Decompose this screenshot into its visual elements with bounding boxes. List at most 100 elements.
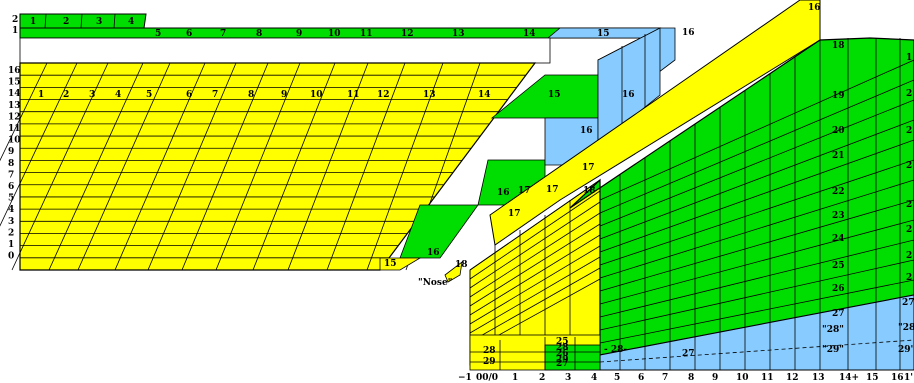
right-edge-label: 2 — [906, 251, 912, 261]
mid-label: 18 — [583, 186, 596, 196]
right-edge-label: 29' — [898, 345, 913, 355]
top-strip-a-label: 2 — [63, 17, 69, 27]
right-edge-label: 2 — [906, 273, 912, 283]
right-green-label: 22 — [832, 187, 845, 197]
col-line — [11, 62, 109, 271]
right-edge-label: 2 — [906, 126, 912, 136]
x-axis-label: 6 — [638, 373, 644, 383]
top-strip-a-label: 1 — [30, 17, 36, 27]
green-row — [599, 219, 914, 305]
bottom-block-label: 29 — [556, 355, 569, 365]
right-green-label: 23 — [832, 211, 845, 221]
right-green-label: 25 — [832, 261, 845, 271]
col-line — [77, 62, 171, 271]
bottom-block-label: 28 — [483, 346, 496, 356]
top-strip-a-labels: 1 2 3 4 — [30, 17, 134, 27]
row-label: 7 — [8, 170, 14, 180]
blue-dash — [599, 339, 914, 363]
top-strip-b-label: 10 — [328, 29, 341, 39]
wedge-line — [469, 223, 601, 307]
white-band — [19, 37, 551, 64]
row14-label: 9 — [281, 90, 287, 100]
top-strip-a-label: 4 — [128, 17, 134, 27]
right-green-label: 20 — [832, 126, 845, 136]
bottom-block-label: 27 — [556, 359, 569, 369]
left-yellow-block — [19, 62, 537, 271]
top-strip-b-label: 12 — [401, 29, 414, 39]
row14-label: 4 — [115, 90, 121, 100]
top-strip-b-label: 7 — [220, 29, 226, 39]
top-row-label: 2 — [12, 15, 18, 25]
nose-label: "Nose" — [418, 278, 452, 288]
row14-label: 8 — [248, 90, 254, 100]
mid-label: 16 — [580, 126, 593, 136]
row14-label: 2 — [63, 90, 69, 100]
wedge-line — [469, 212, 601, 298]
green-row — [599, 99, 914, 227]
col-line — [287, 62, 369, 271]
col-line — [252, 62, 336, 271]
right-green-labels: 18 19 20 21 22 23 24 25 26 27 "28" "29" — [822, 41, 845, 355]
right-green-label: 27 — [832, 309, 845, 319]
x-axis-label: 12 — [786, 373, 799, 383]
bottom-block-label: 28 — [556, 343, 569, 353]
bottom-block-label: 25 — [556, 337, 569, 347]
row14-label: 6 — [186, 90, 192, 100]
row-label: 2 — [8, 228, 14, 238]
row14-label: 10 — [310, 90, 323, 100]
wedge-line — [469, 245, 601, 325]
mid-label: 17 — [518, 186, 531, 196]
row-label: 5 — [8, 194, 14, 204]
row-14-labels: 1 2 3 4 5 6 7 8 9 10 11 12 13 14 15 16 — [38, 90, 635, 100]
x-axis-label: 7 — [662, 373, 668, 383]
right-edge-label: 2 — [906, 161, 912, 171]
right-edge-label: 27 — [902, 298, 914, 308]
row-label: 1 — [8, 240, 14, 250]
x-axis-label: 4 — [591, 373, 597, 383]
mid-label: 17 — [508, 209, 521, 219]
right-edge-label: 2 — [906, 225, 912, 235]
x-axis-label: 3 — [565, 373, 571, 383]
x-axis-label: 8 — [688, 373, 694, 383]
green-row — [599, 59, 914, 201]
right-green-label: 24 — [832, 234, 845, 244]
wedge-line — [469, 179, 601, 271]
mid-label: 17 — [582, 163, 595, 173]
top-strip-a-label: 3 — [96, 17, 102, 27]
green-row — [599, 239, 914, 318]
x-axis-label: 16 — [891, 373, 904, 383]
row14-label: 11 — [347, 90, 360, 100]
green-row — [599, 139, 914, 253]
green-row — [599, 259, 914, 331]
top-strip-b-labels: 5 6 7 8 9 10 11 12 13 14 15 16 — [155, 28, 695, 39]
top-strip-b-label: 11 — [360, 29, 373, 39]
x-axis-label: 15 — [866, 373, 879, 383]
lower-yellow-wedge — [444, 179, 601, 366]
right-green-label: 21 — [832, 151, 845, 161]
right-green-label: "28" — [822, 325, 844, 335]
bottom-small-blocks — [469, 334, 601, 371]
bottom-block-label: - 28- — [604, 345, 627, 355]
top-strip-b-label: 15 — [597, 29, 610, 39]
x-axis-label: 13 — [812, 373, 825, 383]
right-edge-label: 2 — [906, 200, 912, 210]
row14-label: 5 — [146, 90, 152, 100]
right-green-block — [569, 37, 914, 356]
col-line — [181, 62, 269, 271]
row-label: 13 — [8, 101, 21, 111]
x-axis-label: 5 — [614, 373, 620, 383]
row14-label: 1 — [38, 90, 44, 100]
right-edge-label: 2 — [906, 89, 912, 99]
x-axis-label: 1 — [512, 373, 518, 383]
mid-label: 15 — [384, 259, 397, 269]
x-axis-label: 10 — [736, 373, 749, 383]
top-strip-b-label: 9 — [296, 29, 302, 39]
col-line — [0, 62, 48, 162]
bottom-block-label: 29 — [483, 357, 496, 367]
row-label: 11 — [8, 124, 21, 134]
col-line — [326, 62, 406, 271]
col-line — [0, 62, 78, 227]
